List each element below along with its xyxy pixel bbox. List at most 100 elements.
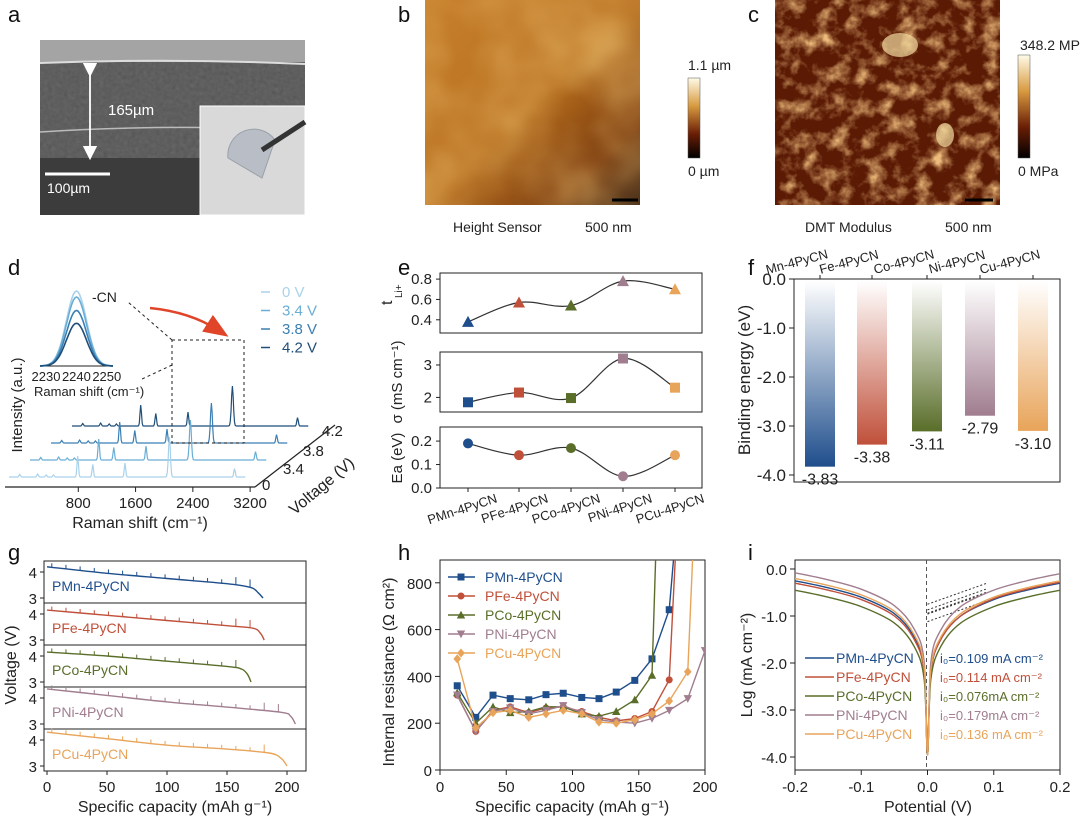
data-point [665, 706, 674, 715]
x-tick-label: 0 [43, 779, 51, 796]
data-point [472, 713, 480, 721]
panel-label-f: f [748, 255, 755, 280]
subplot-PMn-4PyCN: 3 4 PMn-4PyCN [29, 560, 307, 608]
bar-Co [912, 281, 942, 432]
exchange-current-label: i₀=0.109 mA cm⁻² [940, 651, 1044, 666]
y-tick-label: 0.0 [766, 562, 787, 579]
discharge-curve [46, 609, 265, 641]
exchange-current-label: i₀=0.136 mA cm⁻² [940, 727, 1044, 742]
data-point [648, 709, 656, 719]
colorbar-max-label: 348.2 MPa [1020, 37, 1080, 53]
raman-spectrum-0V [9, 437, 246, 478]
data-point [559, 689, 567, 697]
data-point [559, 705, 568, 715]
data-point [453, 654, 462, 664]
modulus-colorbar [1017, 54, 1031, 159]
panel-label-e: e [398, 255, 410, 280]
y-axis-label-ea: Ea (eV) [389, 433, 406, 484]
zoom-box [171, 339, 245, 444]
data-point [595, 717, 603, 727]
legend-label: PNi-4PyCN [485, 626, 557, 642]
data-point-Co [565, 299, 577, 311]
data-point [506, 705, 515, 715]
raman-spectrum-3.8V [51, 403, 288, 444]
exchange-current-label: i₀=0.179mA cm⁻² [940, 708, 1040, 723]
subplot-PCo-4PyCN: 3 4 PCo-4PyCN [29, 644, 307, 692]
bar-Fe [857, 281, 887, 445]
y-tick-label: 0.0 [762, 270, 786, 289]
y-tick-label: -3.0 [757, 417, 786, 436]
data-point [577, 709, 586, 719]
thickness-label: 165µm [108, 102, 154, 119]
data-point [542, 709, 550, 719]
data-point-Fe [514, 387, 524, 398]
y-axis-label-sigma: σ (mS cm⁻¹) [389, 341, 406, 424]
colorbar-max-label: 1.1 µm [688, 57, 731, 73]
legend-label: PFe-4PyCN [836, 669, 911, 685]
data-point [471, 719, 480, 727]
tafel-curve-PCu-4PyCN [795, 577, 1060, 756]
series-label: PFe-4PyCN [52, 620, 127, 636]
exchange-current-label: i₀=0.076mA cm⁻² [940, 689, 1040, 704]
x-axis-label: Specific capacity (mAh g⁻¹) [475, 799, 669, 816]
panel-label-a: a [8, 2, 21, 27]
data-point [595, 695, 603, 703]
z-axis [254, 424, 336, 488]
subplot-PFe-4PyCN: 3 4 PFe-4PyCN [29, 602, 307, 650]
y-axis-label-tli: t [379, 300, 396, 305]
x-tick-label: 100 [154, 779, 179, 796]
data-point [647, 671, 657, 679]
x-axis-label: Raman shift (cm⁻¹) [72, 515, 208, 532]
inset-x-axis-label: Raman shift (cm⁻¹) [34, 384, 144, 399]
z-tick-label: 4.2 [322, 423, 343, 440]
panel-label-d: d [8, 255, 20, 280]
data-point-Cu [670, 382, 680, 393]
bar-value-label: -3.83 [802, 472, 839, 489]
series-label: PCu-4PyCN [52, 746, 128, 762]
x-tick-label: 200 [692, 779, 717, 796]
height-colorbar [687, 77, 701, 159]
cn-annotation: -CN [92, 289, 117, 305]
x-tick-label: 0.2 [1050, 779, 1071, 796]
data-point [665, 676, 673, 684]
data-point-Ni [617, 275, 629, 287]
data-point [683, 695, 692, 703]
data-point-Fe [514, 450, 524, 461]
y-tick-label: -1.0 [757, 319, 786, 338]
y-axis-label: Log (mA cm⁻²) [739, 613, 756, 717]
y-tick-label: 0.8 [411, 271, 432, 288]
plot-frame [439, 559, 706, 771]
x-tick-label: 800 [66, 495, 91, 512]
data-point [630, 715, 639, 725]
scale-bar-label: 500 nm [585, 219, 632, 235]
inset-x-tick-label: 2250 [92, 369, 121, 384]
legend-label: 3.8 V [282, 321, 317, 338]
data-point-Co [566, 393, 576, 404]
series-line [456, 650, 705, 733]
inset-peak-1 [39, 296, 114, 367]
x-tick-label: 200 [274, 779, 299, 796]
x-tick-label: 2400 [176, 495, 209, 512]
inset-peak-2 [40, 309, 113, 367]
y-tick-label: 3 [29, 633, 37, 650]
inset-x-tick-label: 2240 [62, 369, 91, 384]
legend-label: PCu-4PyCN [836, 726, 912, 742]
bar-value-label: -3.10 [1015, 436, 1052, 453]
y-tick-label: -3.0 [761, 703, 787, 720]
y-tick-label: 0.4 [411, 312, 432, 329]
subplot-PCu-4PyCN: 3 4 PCu-4PyCN [29, 728, 307, 776]
scale-bar-label: 100µm [47, 180, 90, 196]
y-tick-label: 0 [424, 763, 432, 780]
data-point-Fe [513, 296, 525, 308]
data-point [631, 676, 639, 684]
data-point [700, 647, 705, 655]
data-point-Ni [618, 353, 628, 364]
y-tick-label: 2 [424, 389, 432, 406]
data-point [525, 696, 533, 704]
y-tick-label: 600 [407, 623, 432, 640]
bar-Cu [1018, 281, 1048, 431]
raman-spectrum-3.4V [30, 420, 267, 461]
colorbar-min-label: 0 MPa [1018, 163, 1059, 179]
subplot-triangle: 0.4 0.6 0.8 [411, 271, 703, 334]
